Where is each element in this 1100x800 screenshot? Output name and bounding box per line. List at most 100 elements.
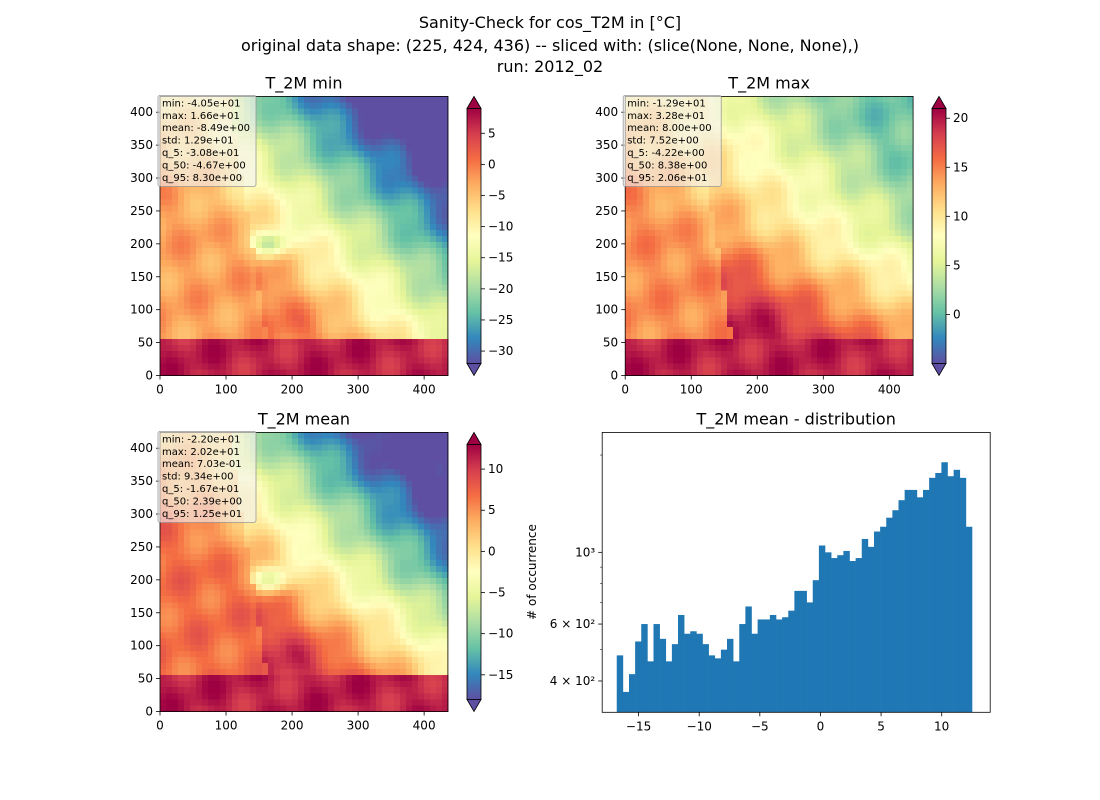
- heatmap-cell: [273, 296, 281, 304]
- heatmap-cell: [847, 290, 854, 298]
- heatmap-cell: [667, 326, 674, 334]
- heatmap-cell: [195, 308, 203, 316]
- heatmap-cell: [321, 308, 329, 316]
- heatmap-cell: [727, 235, 734, 243]
- heatmap-cell: [763, 132, 770, 140]
- heatmap-cell: [769, 144, 776, 152]
- heatmap-cell: [279, 205, 287, 213]
- heatmap-cell: [321, 120, 329, 128]
- heatmap-cell: [775, 302, 782, 310]
- heatmap-cell: [727, 339, 734, 346]
- heatmap-cell: [213, 614, 221, 621]
- heatmap-cell: [865, 120, 872, 128]
- heatmap-cell: [757, 169, 764, 176]
- heatmap-cell: [865, 345, 872, 352]
- heatmap-cell: [309, 199, 317, 207]
- heatmap-cell: [213, 345, 221, 352]
- heatmap-cell: [267, 320, 275, 328]
- heatmap-cell: [417, 333, 425, 340]
- heatmap-cell: [805, 211, 812, 219]
- heatmap-cell: [369, 120, 377, 128]
- heatmap-cell: [625, 199, 632, 207]
- heatmap-cell: [631, 339, 638, 346]
- heatmap-cell: [805, 290, 812, 298]
- heatmap-cell: [183, 339, 191, 346]
- heatmap-cell: [249, 314, 257, 322]
- heatmap-cell: [679, 205, 686, 213]
- heatmap-cell: [291, 187, 299, 194]
- heatmap-cell: [727, 199, 734, 207]
- heatmap-cell: [177, 339, 185, 346]
- heatmap-cell: [637, 242, 644, 249]
- heatmap-cell: [685, 296, 692, 304]
- heatmap-cell: [685, 235, 692, 243]
- heatmap-cell: [225, 266, 233, 273]
- heatmap-cell: [781, 242, 788, 249]
- heatmap-cell: [799, 345, 806, 352]
- heatmap-cell: [213, 308, 221, 316]
- heatmap-cell: [172, 320, 179, 328]
- heatmap-cell: [739, 369, 746, 376]
- heatmap-cell: [291, 193, 299, 200]
- heatmap-cell: [189, 223, 197, 231]
- heatmap-cell: [429, 157, 437, 164]
- heatmap-cell: [189, 314, 197, 322]
- heatmap-cell: [829, 235, 836, 243]
- heatmap-cell: [715, 369, 722, 376]
- heatmap-cell: [399, 339, 407, 346]
- heatmap-cell: [859, 320, 866, 328]
- heatmap-cell: [363, 199, 371, 207]
- heatmap-cell: [763, 114, 770, 122]
- heatmap-cell: [835, 242, 842, 249]
- heatmap-cell: [435, 320, 443, 328]
- heatmap-cell: [315, 296, 323, 304]
- heatmap-cell: [679, 278, 686, 285]
- heatmap-cell: [775, 187, 782, 194]
- heatmap-cell: [273, 223, 281, 231]
- heatmap-cell: [865, 254, 872, 261]
- heatmap-cell: [411, 108, 419, 115]
- heatmap-cell: [303, 284, 311, 291]
- heatmap-cell: [309, 193, 317, 200]
- heatmap-cell: [213, 296, 221, 304]
- heatmap-cell: [441, 248, 449, 255]
- heatmap-cell: [351, 102, 359, 109]
- heatmap-cell: [757, 187, 764, 194]
- heatmap-cell: [357, 260, 365, 267]
- heatmap-cell: [291, 248, 299, 255]
- heatmap-cell: [691, 272, 698, 279]
- heatmap-cell: [817, 284, 824, 291]
- heatmap-cell: [183, 333, 191, 340]
- heatmap-cell: [285, 108, 293, 115]
- heatmap-cell: [739, 278, 746, 285]
- heatmap-cell: [207, 211, 215, 219]
- heatmap-cell: [817, 290, 824, 298]
- heatmap-cell: [225, 229, 233, 237]
- heatmap-cell: [213, 369, 221, 376]
- heatmap-cell: [859, 351, 866, 358]
- heatmap-cell: [237, 284, 245, 291]
- heatmap-cell: [739, 163, 746, 170]
- heatmap-cell: [369, 217, 377, 225]
- heatmap-cell: [381, 157, 389, 164]
- heatmap-cell: [375, 242, 383, 249]
- heatmap-cell: [769, 205, 776, 213]
- heatmap-cell: [805, 120, 812, 128]
- heatmap-cell: [667, 290, 674, 298]
- heatmap-cell: [309, 205, 317, 213]
- heatmap-cell: [345, 290, 353, 298]
- heatmap-cell: [219, 229, 227, 237]
- heatmap-cell: [643, 351, 650, 358]
- heatmap-cell: [279, 169, 287, 176]
- heatmap-cell: [847, 132, 854, 140]
- heatmap-cell: [399, 205, 407, 213]
- heatmap-cell: [297, 242, 305, 249]
- heatmap-cell: [381, 296, 389, 304]
- heatmap-cell: [183, 229, 191, 237]
- heatmap-cell: [841, 363, 848, 370]
- heatmap-cell: [853, 272, 860, 279]
- heatmap-cell: [703, 235, 710, 243]
- heatmap-cell: [351, 205, 359, 213]
- heatmap-cell: [207, 235, 215, 243]
- heatmap-cell: [847, 363, 854, 370]
